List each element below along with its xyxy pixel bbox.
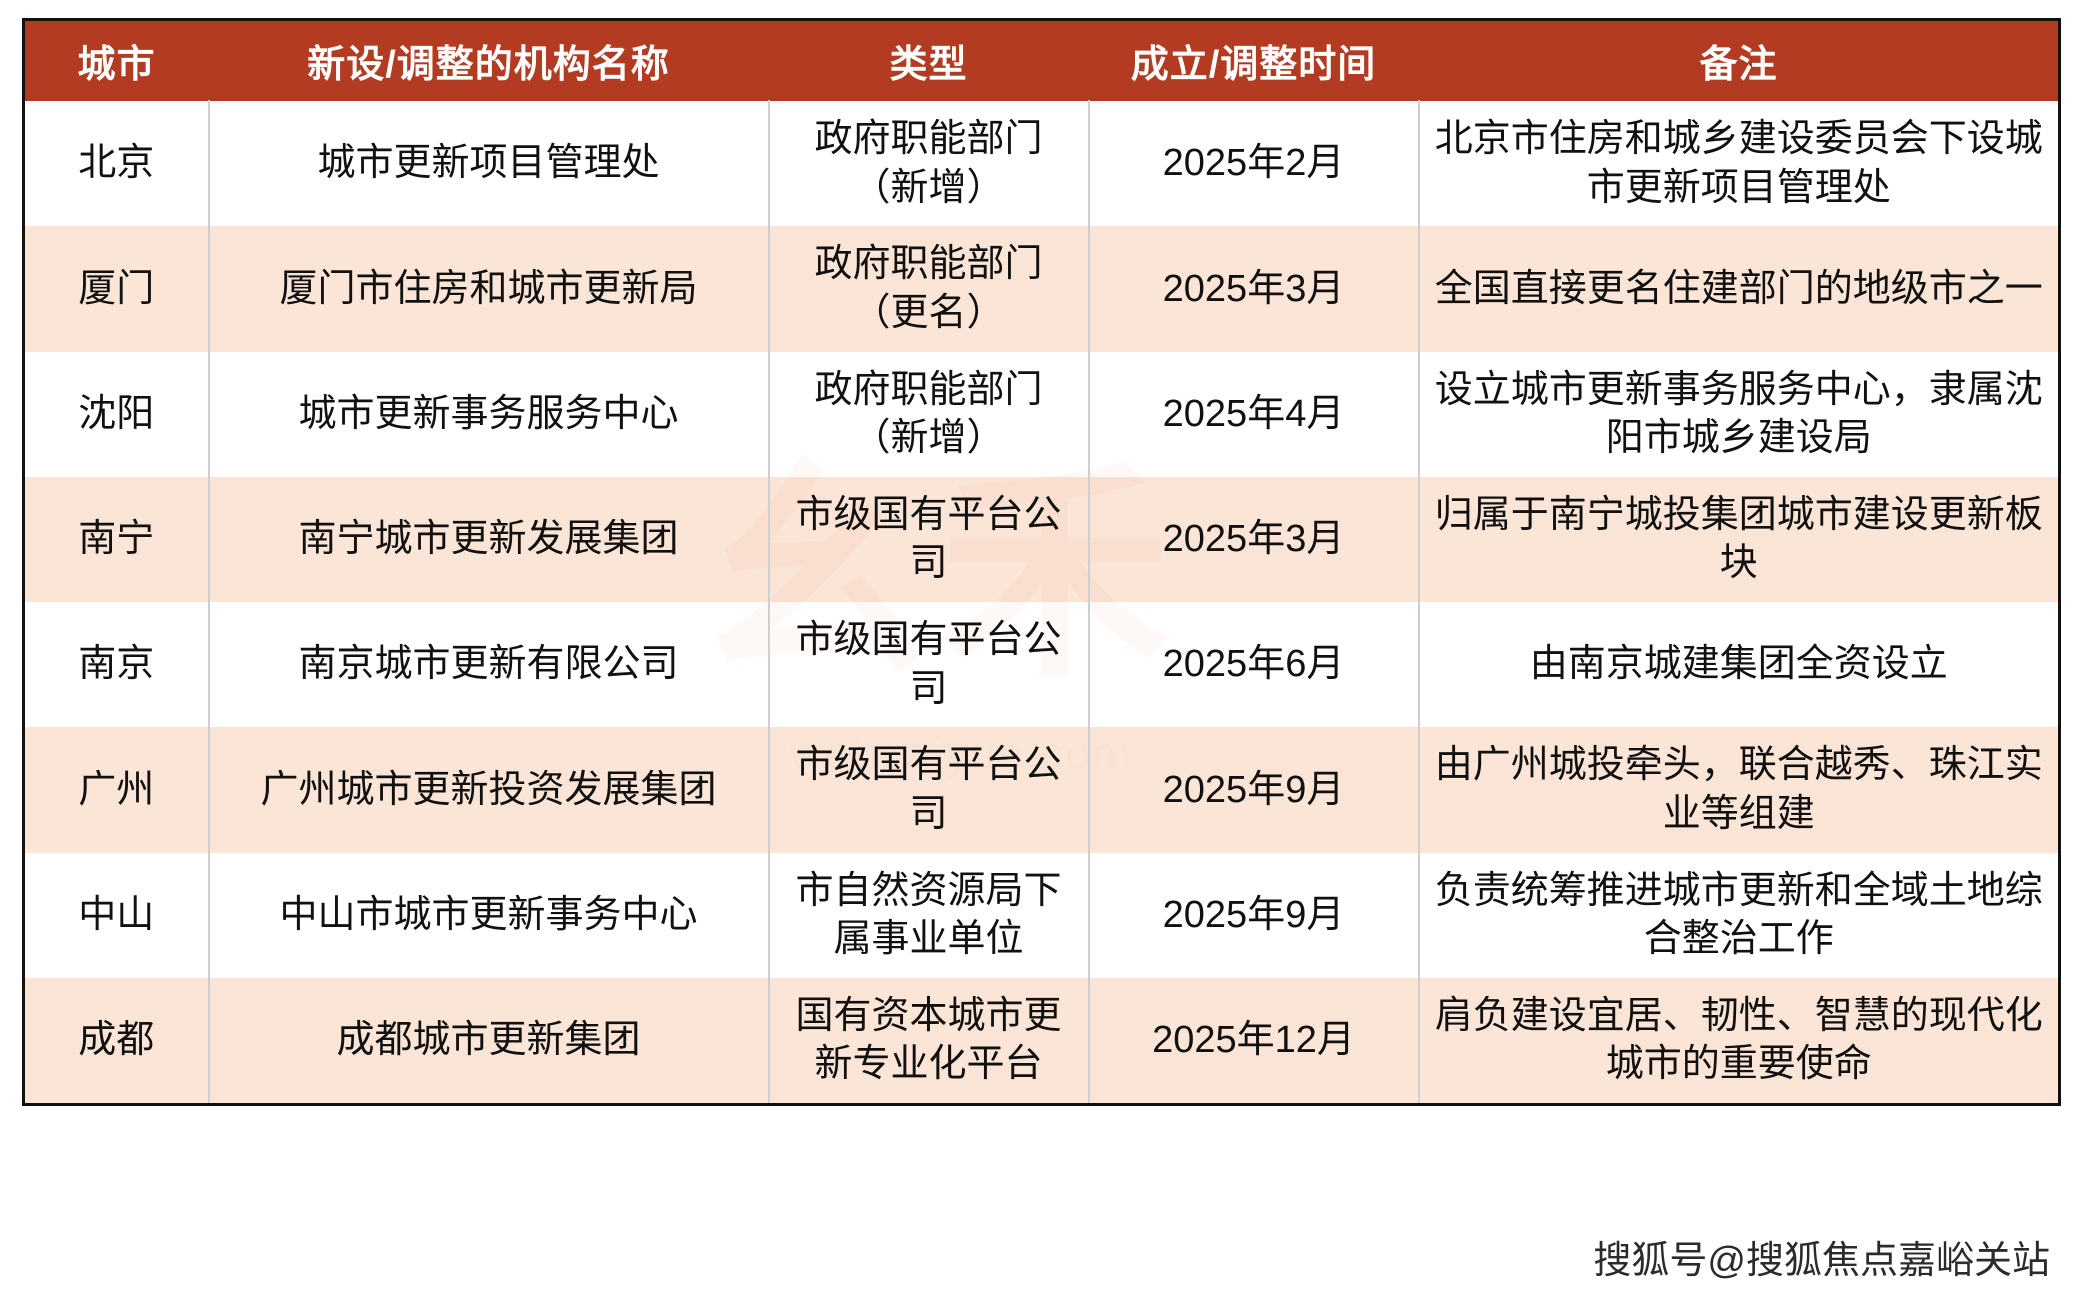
- cell-remark: 负责统筹推进城市更新和全域土地综合整治工作: [1418, 852, 2060, 978]
- cell-remark: 全国直接更名住建部门的地级市之一: [1418, 226, 2060, 352]
- cell-date: 2025年6月: [1088, 602, 1420, 728]
- cell-city: 北京: [23, 100, 210, 227]
- cell-org: 南宁城市更新发展集团: [208, 476, 770, 602]
- cell-org: 南京城市更新有限公司: [208, 602, 770, 728]
- column-header-type: 类型: [768, 19, 1089, 101]
- column-header-city: 城市: [23, 19, 209, 101]
- cell-date: 2025年2月: [1088, 100, 1420, 227]
- cell-city: 广州: [23, 727, 210, 853]
- cell-type: 市级国有平台公司: [768, 476, 1090, 602]
- column-header-remark: 备注: [1418, 19, 2060, 101]
- cell-type: 政府职能部门 （新增）: [768, 351, 1090, 477]
- cell-org: 中山市城市更新事务中心: [208, 852, 770, 978]
- cell-date: 2025年4月: [1088, 351, 1420, 477]
- cell-date: 2025年3月: [1088, 476, 1420, 602]
- cell-type: 市级国有平台公司: [768, 727, 1090, 853]
- cell-remark: 由南京城建集团全资设立: [1418, 602, 2060, 728]
- table-body: 北京 城市更新项目管理处 政府职能部门 （新增） 2025年2月 北京市住房和城乡建设委员…: [23, 100, 2060, 1105]
- cell-type: 政府职能部门 （新增）: [768, 100, 1090, 227]
- cell-date: 2025年9月: [1088, 727, 1420, 853]
- cell-date: 2025年12月: [1088, 977, 1420, 1105]
- table-row: 沈阳 城市更新事务服务中心 政府职能部门 （新增） 2025年4月 设立城市更新事务服务中…: [23, 351, 2060, 477]
- cell-city: 厦门: [23, 226, 210, 352]
- cell-remark: 由广州城投牵头，联合越秀、珠江实业等组建: [1418, 727, 2060, 853]
- table-header: 城市 新设/调整的机构名称 类型 成立/调整时间 备注: [23, 19, 2060, 101]
- cell-org: 广州城市更新投资发展集团: [208, 727, 770, 853]
- cell-org: 成都城市更新集团: [208, 977, 770, 1105]
- table-header-row: 城市 新设/调整的机构名称 类型 成立/调整时间 备注: [23, 19, 2060, 101]
- cell-remark: 设立城市更新事务服务中心，隶属沈阳市城乡建设局: [1418, 351, 2060, 477]
- table-row: 中山 中山市城市更新事务中心 市自然资源局下属事业单位 2025年9月 负责统筹推进城市…: [23, 852, 2060, 978]
- cell-remark: 肩负建设宜居、韧性、智慧的现代化城市的重要使命: [1418, 977, 2060, 1105]
- city-renewal-table: 城市 新设/调整的机构名称 类型 成立/调整时间 备注 北京 城市更新项目管理处政…: [22, 18, 2061, 1106]
- cell-city: 成都: [23, 977, 210, 1105]
- cell-org: 厦门市住房和城市更新局: [208, 226, 770, 352]
- cell-org: 城市更新事务服务中心: [208, 351, 770, 477]
- table-row: 北京 城市更新项目管理处 政府职能部门 （新增） 2025年2月 北京市住房和城乡建设委员…: [23, 100, 2060, 227]
- cell-remark: 北京市住房和城乡建设委员会下设城市更新项目管理处: [1418, 100, 2060, 227]
- cell-org: 城市更新项目管理处: [208, 100, 770, 227]
- cell-remark: 归属于南宁城投集团城市建设更新板块: [1418, 476, 2060, 602]
- table-row: 厦门 厦门市住房和城市更新局 政府职能部门 （更名） 2025年3月 全国直接更名住建部门…: [23, 226, 2060, 352]
- cell-type: 政府职能部门 （更名）: [768, 226, 1090, 352]
- column-header-date: 成立/调整时间: [1088, 19, 1419, 101]
- cell-type: 国有资本城市更新专业化平台: [768, 977, 1090, 1105]
- footer-credit: 搜狐号@搜狐焦点嘉峪关站: [1593, 1240, 2050, 1282]
- cell-city: 中山: [23, 852, 210, 978]
- cell-type: 市自然资源局下属事业单位: [768, 852, 1090, 978]
- cell-city: 南宁: [23, 476, 210, 602]
- cell-type: 市级国有平台公司: [768, 602, 1090, 728]
- cell-date: 2025年9月: [1088, 852, 1420, 978]
- column-header-org: 新设/调整的机构名称: [208, 19, 769, 101]
- cell-date: 2025年3月: [1088, 226, 1420, 352]
- table-row: 南京 南京城市更新有限公司 市级国有平台公司 2025年6月 由南京城建集团全资设立: [23, 602, 2060, 728]
- table-row: 成都 成都城市更新集团 国有资本城市更新专业化平台 2025年12月 肩负建设宜居、韧性…: [23, 977, 2060, 1105]
- cell-city: 南京: [23, 602, 210, 728]
- table-row: 广州 广州城市更新投资发展集团 市级国有平台公司 2025年9月 由广州城投牵头，联合越…: [23, 727, 2060, 853]
- table-row: 南宁 南宁城市更新发展集团 市级国有平台公司 2025年3月 归属于南宁城投集团城市建设…: [23, 476, 2060, 602]
- cell-city: 沈阳: [23, 351, 210, 477]
